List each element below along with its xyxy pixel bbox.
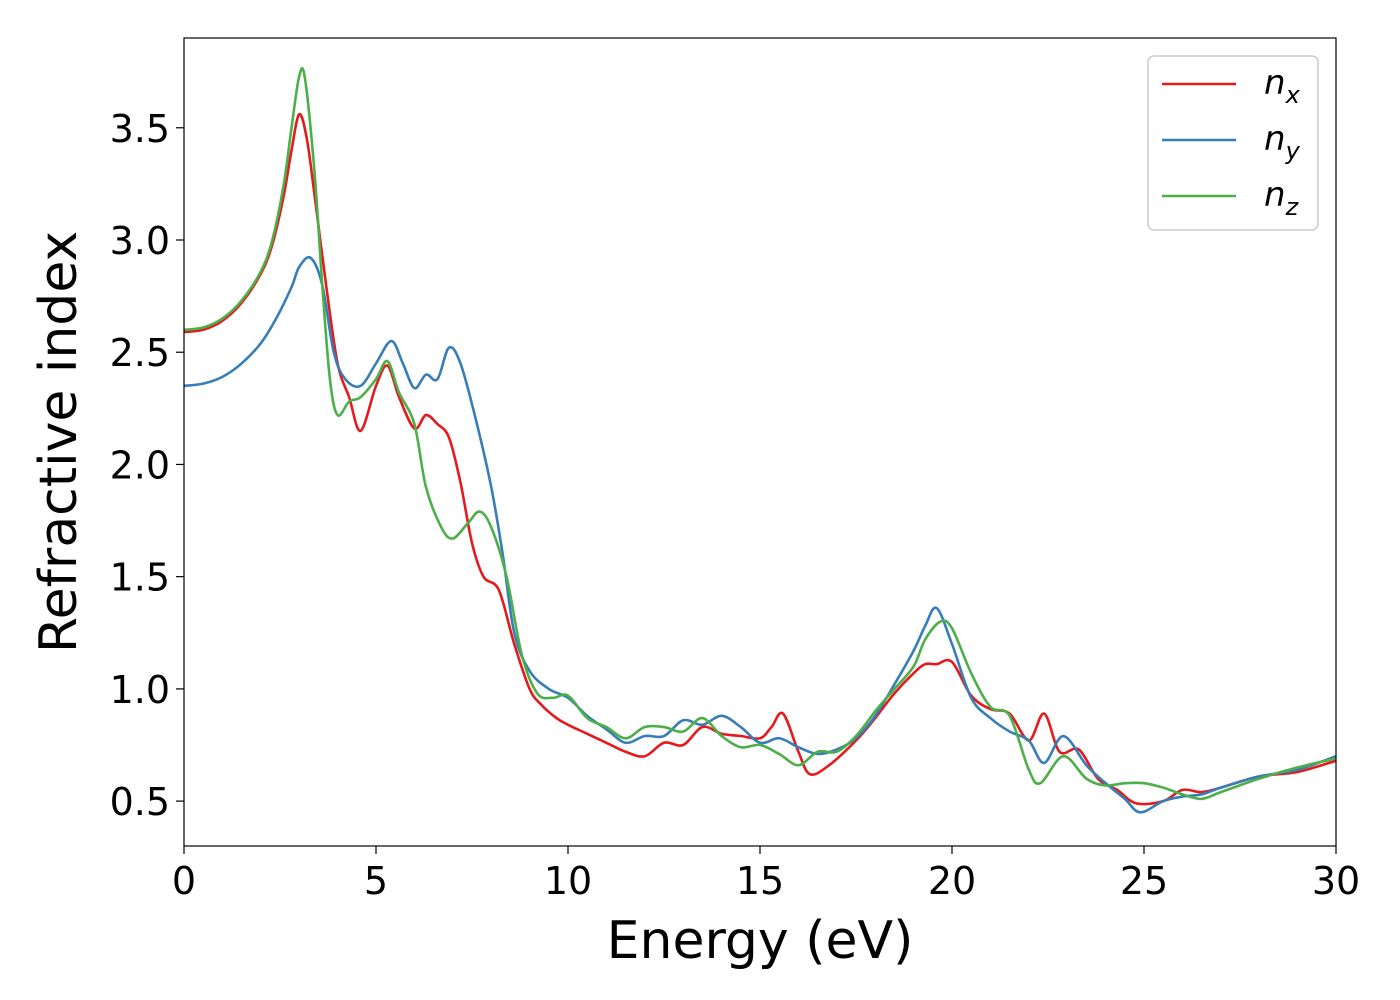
x-tick-label: 5 (364, 859, 388, 903)
y-axis-label: Refractive index (29, 231, 89, 653)
legend: nx ny nz (1147, 55, 1319, 231)
y-axis: 0.5 1.0 1.5 2.0 2.5 3.0 3.5 (110, 107, 184, 824)
y-tick-label: 3.0 (110, 219, 170, 263)
x-tick-label: 30 (1312, 859, 1360, 903)
x-tick-label: 0 (172, 859, 196, 903)
legend-label-ny: ny (1264, 119, 1301, 165)
x-axis: 0 5 10 15 20 25 30 (172, 846, 1360, 903)
y-tick-label: 1.5 (110, 556, 170, 600)
x-tick-label: 20 (928, 859, 976, 903)
legend-label-nx: nx (1264, 63, 1301, 109)
x-tick-label: 25 (1120, 859, 1168, 903)
y-tick-label: 1.0 (110, 668, 170, 712)
x-axis-label: Energy (eV) (607, 911, 914, 971)
legend-box (1147, 55, 1319, 231)
y-tick-label: 2.5 (110, 331, 170, 375)
y-tick-label: 3.5 (110, 107, 170, 151)
series-line-ny (184, 255, 1336, 814)
x-tick-label: 10 (544, 859, 592, 903)
series-line-nx (184, 112, 1336, 806)
series-layer (184, 66, 1336, 814)
x-tick-label: 15 (736, 859, 784, 903)
series-line-nz (184, 66, 1336, 801)
y-tick-label: 2.0 (110, 443, 170, 487)
y-tick-label: 0.5 (110, 780, 170, 824)
legend-label-nz: nz (1264, 175, 1300, 221)
